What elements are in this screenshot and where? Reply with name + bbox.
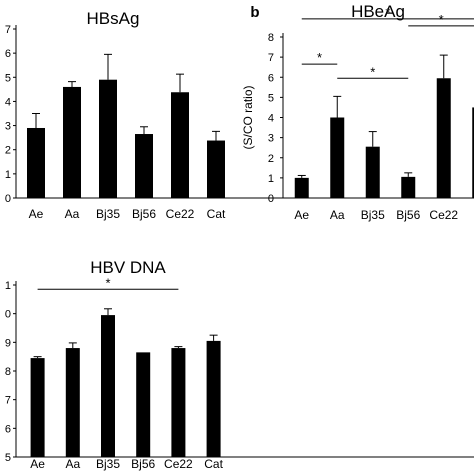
y-tick-label: 7 — [268, 52, 274, 64]
bar — [171, 92, 189, 198]
chart-title: HBV DNA — [90, 258, 166, 277]
y-tick-label: 0 — [5, 193, 11, 205]
y-tick-label: 7 — [5, 395, 11, 407]
y-tick-label: 9 — [5, 337, 11, 349]
y-tick-label: 0 — [5, 309, 11, 321]
y-tick-label: 1 — [268, 173, 274, 185]
bar — [401, 176, 416, 198]
category-label: Ce22 — [429, 208, 458, 222]
y-tick-label: 2 — [268, 153, 274, 165]
y-tick-label: 0 — [268, 193, 274, 205]
significance-star: * — [317, 50, 322, 65]
bar — [63, 86, 81, 198]
category-label: Ce22 — [164, 457, 193, 471]
chart-title: HBsAg — [87, 9, 140, 28]
bar — [206, 340, 221, 457]
category-label: Bj56 — [396, 208, 420, 222]
y-tick-label: 7 — [5, 24, 11, 36]
y-tick-label: 3 — [5, 121, 11, 133]
y-tick-label: 4 — [5, 96, 11, 108]
y-tick-label: 2 — [5, 145, 11, 157]
bar — [27, 127, 45, 198]
significance-star: * — [105, 275, 110, 290]
y-tick-label: 8 — [268, 32, 274, 44]
bar — [207, 140, 225, 198]
category-label: Bj35 — [96, 207, 120, 221]
bar — [30, 358, 45, 457]
y-tick-label: 5 — [5, 72, 11, 84]
y-tick-label: 6 — [5, 48, 11, 60]
significance-star: * — [385, 5, 390, 20]
bar — [65, 348, 80, 457]
category-label: Bj56 — [132, 207, 156, 221]
bar — [330, 117, 345, 198]
bar — [135, 134, 153, 198]
y-tick-label: 3 — [268, 133, 274, 145]
bar — [472, 107, 474, 198]
category-label: Aa — [65, 207, 80, 221]
bar — [294, 177, 309, 198]
category-label: Ae — [30, 457, 45, 471]
y-tick-label: 1 — [5, 169, 11, 181]
category-label: Cat — [207, 207, 226, 221]
y-tick-label: 1 — [5, 280, 11, 292]
y-tick-label: 6 — [268, 72, 274, 84]
bar — [99, 79, 117, 198]
y-axis-label: (S/CO ratio) — [241, 85, 255, 149]
category-label: Ce22 — [166, 207, 195, 221]
category-label: Ae — [29, 207, 44, 221]
panel-hbsag: HBsAg 0 1 2 3 4 5 6 7 Ae Aa Bj35 Bj56 Ce22 Cat — [5, 9, 474, 221]
chart-title: HBeAg — [351, 2, 405, 21]
y-tick-label: 8 — [5, 366, 11, 378]
panel-letter: b — [250, 4, 259, 21]
category-label: Aa — [65, 457, 80, 471]
panel-hbv-dna: HBV DNA 5 6 7 8 9 0 1 Ae Aa Bj35 Bj56 Ce22 Cat * — [5, 258, 474, 471]
y-tick-label: 5 — [268, 92, 274, 104]
bar — [171, 348, 186, 457]
category-label: Aa — [330, 208, 345, 222]
y-tick-label: 5 — [5, 452, 11, 464]
bar — [136, 352, 151, 457]
category-label: Bj56 — [131, 457, 155, 471]
significance-star: * — [370, 64, 375, 79]
category-label: Bj35 — [96, 457, 120, 471]
panel-hbeag: HBeAg b (S/CO ratio) 0 1 2 3 4 5 6 7 8 Ae Aa Bj35 Bj56 C… — [241, 2, 474, 222]
bar — [365, 146, 380, 198]
category-label: Bj35 — [361, 208, 385, 222]
significance-star: * — [439, 12, 444, 27]
category-label: Ae — [294, 208, 309, 222]
category-label: Cat — [204, 457, 223, 471]
bar — [101, 315, 115, 457]
bar — [436, 78, 451, 198]
y-tick-label: 6 — [5, 423, 11, 435]
y-tick-label: 4 — [268, 113, 274, 125]
